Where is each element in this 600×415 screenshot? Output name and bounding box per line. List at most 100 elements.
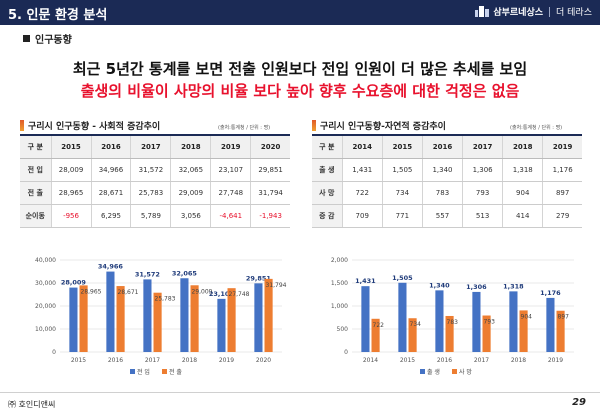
bar-series1 bbox=[472, 291, 481, 352]
x-tick-label: 2015 bbox=[71, 357, 86, 364]
bar-series1 bbox=[180, 278, 189, 352]
y-tick-label: 1,000 bbox=[331, 303, 348, 310]
table-cell: 783 bbox=[421, 181, 463, 205]
table-cell: -1,943 bbox=[250, 204, 290, 228]
table-row: 전 입 28,009 34,966 31,572 32,065 23,107 29,851 bbox=[20, 158, 290, 182]
brand-logo: 삼부르네상스 더 테라스 bbox=[475, 5, 592, 18]
footer: ㈜ 호인디앤씨 29 bbox=[0, 392, 600, 415]
table-header-row: 구 분 2015 2016 2017 2018 2019 2020 bbox=[20, 134, 290, 159]
bar-series2 bbox=[264, 278, 273, 352]
left-table: 구 분 2015 2016 2017 2018 2019 2020 전 입 28,009 34,… bbox=[20, 134, 290, 228]
right-table-source: (출처:통계청 / 단위 : 명) bbox=[510, 125, 563, 131]
y-tick-label: 500 bbox=[337, 326, 349, 333]
header-bar: 5. 인문 환경 분석 삼부르네상스 더 테라스 bbox=[0, 0, 600, 25]
data-label: 1,306 bbox=[466, 283, 487, 291]
x-tick-label: 2016 bbox=[437, 357, 452, 364]
table-header-year: 2017 bbox=[462, 134, 503, 159]
right-table: 구 분 2014 2015 2016 2017 2018 2019 출 생 1,431 1,50… bbox=[312, 134, 582, 228]
legend-label: 전 입 bbox=[137, 368, 150, 376]
bar-series1 bbox=[435, 290, 444, 352]
table-cell: 1,176 bbox=[542, 158, 582, 182]
table-cell: 904 bbox=[502, 181, 543, 205]
x-tick-label: 2017 bbox=[474, 357, 489, 364]
table-header-year: 2019 bbox=[210, 134, 251, 159]
table-header-year: 2016 bbox=[421, 134, 463, 159]
table-cell: 27,748 bbox=[210, 181, 251, 205]
x-tick-label: 2014 bbox=[363, 357, 378, 364]
row-label: 순이동 bbox=[20, 204, 52, 228]
table-cell: 25,783 bbox=[130, 181, 171, 205]
data-label: 904 bbox=[521, 313, 533, 320]
section-heading: 인구동향 bbox=[23, 31, 72, 46]
table-cell: 793 bbox=[462, 181, 503, 205]
table-header-year: 2015 bbox=[381, 134, 423, 159]
table-cell: 709 bbox=[341, 204, 383, 228]
table-cell: 32,065 bbox=[170, 158, 211, 182]
table-header-label: 구 분 bbox=[312, 134, 343, 159]
data-label: 1,176 bbox=[540, 289, 561, 297]
data-label: 25,783 bbox=[155, 296, 176, 303]
bar-series2 bbox=[79, 285, 88, 352]
bar-series2 bbox=[519, 310, 528, 352]
square-bullet-icon bbox=[23, 35, 30, 42]
table-cell: 279 bbox=[542, 204, 582, 228]
bar-series1 bbox=[361, 286, 370, 352]
table-cell: 28,965 bbox=[50, 181, 91, 205]
table-cell: 557 bbox=[421, 204, 463, 228]
x-tick-label: 2019 bbox=[548, 357, 563, 364]
building-icon bbox=[475, 6, 490, 17]
table-cell: 34,966 bbox=[90, 158, 131, 182]
bar-series1 bbox=[217, 298, 226, 352]
data-label: 1,431 bbox=[355, 277, 376, 285]
table-cell: 29,009 bbox=[170, 181, 211, 205]
table-cell: 31,572 bbox=[130, 158, 171, 182]
y-tick-label: 30,000 bbox=[35, 280, 56, 287]
y-tick-label: 0 bbox=[52, 349, 56, 356]
brand-sub: 더 테라스 bbox=[556, 8, 592, 18]
table-cell: -956 bbox=[50, 204, 91, 228]
bar-series1 bbox=[69, 287, 78, 352]
table-cell: 1,306 bbox=[462, 158, 503, 182]
legend-swatch bbox=[130, 369, 135, 374]
bar-series2 bbox=[445, 315, 454, 352]
data-label: 23,107 bbox=[209, 290, 234, 298]
table-row: 증 감 709 771 557 513 414 279 bbox=[312, 204, 582, 228]
data-label: 734 bbox=[410, 321, 422, 328]
data-label: 28,671 bbox=[118, 289, 139, 296]
brand-name: 삼부르네상스 bbox=[493, 8, 544, 18]
table-cell: 3,056 bbox=[170, 204, 211, 228]
right-chart-svg: 0 500 1,000 1,500 2,000 2014 1,431 722 2015 1,505… bbox=[331, 257, 574, 376]
table-cell: 28,671 bbox=[90, 181, 131, 205]
table-header-label: 구 분 bbox=[20, 134, 52, 159]
table-header-year: 2015 bbox=[50, 134, 91, 159]
table-header-year: 2019 bbox=[542, 134, 582, 159]
right-chart: 0 500 1,000 1,500 2,000 2014 1,431 722 2015 1,505… bbox=[312, 252, 582, 386]
legend-swatch bbox=[420, 369, 425, 374]
bar-series2 bbox=[153, 292, 162, 352]
table-cell: 1,340 bbox=[421, 158, 463, 182]
table-cell: -4,641 bbox=[210, 204, 251, 228]
table-row: 순이동 -956 6,295 5,789 3,056 -4,641 -1,943 bbox=[20, 204, 290, 228]
right-table-title-text: 구리시 인구동향-자연적 증감추이 bbox=[320, 122, 446, 132]
legend-label: 출 생 bbox=[427, 368, 440, 376]
x-tick-label: 2018 bbox=[511, 357, 526, 364]
y-tick-label: 1,500 bbox=[331, 280, 348, 287]
x-tick-label: 2020 bbox=[256, 357, 271, 364]
table-header-year: 2020 bbox=[250, 134, 290, 159]
table-cell: 5,789 bbox=[130, 204, 171, 228]
legend-label: 사 망 bbox=[459, 368, 472, 376]
bar-series2 bbox=[227, 288, 236, 352]
table-cell: 29,851 bbox=[250, 158, 290, 182]
legend-label: 전 출 bbox=[169, 368, 182, 376]
table-header-row: 구 분 2014 2015 2016 2017 2018 2019 bbox=[312, 134, 582, 159]
table-header-year: 2017 bbox=[130, 134, 171, 159]
company-name: ㈜ 호인디앤씨 bbox=[8, 400, 56, 409]
bar-series2 bbox=[116, 286, 125, 352]
table-cell: 722 bbox=[341, 181, 383, 205]
data-label: 31,572 bbox=[135, 270, 160, 278]
data-label: 29,851 bbox=[246, 274, 272, 282]
x-tick-label: 2015 bbox=[400, 357, 415, 364]
y-tick-label: 20,000 bbox=[35, 303, 56, 310]
table-cell: 23,107 bbox=[210, 158, 251, 182]
bar-series1 bbox=[398, 282, 407, 352]
